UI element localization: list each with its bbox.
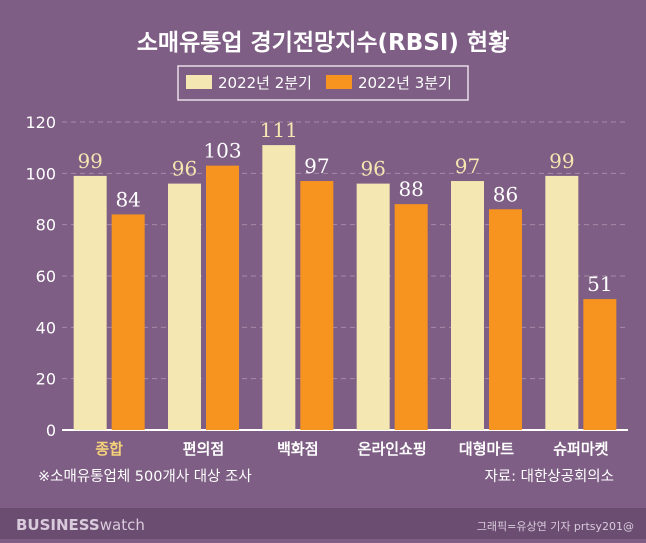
y-tick-label: 100	[25, 164, 56, 183]
footer-svg: BUSINESSwatch 그래픽=유상연 기자 prtsy201@	[16, 516, 634, 534]
y-tick-label: 40	[36, 318, 56, 337]
category-labels: 종합 편의점 백화점 온라인쇼핑 대형마트 슈퍼마켓	[95, 440, 608, 458]
data-label: 103	[203, 139, 241, 163]
brand-light: watch	[100, 516, 145, 534]
bar	[545, 175, 579, 430]
legend-box	[177, 65, 469, 101]
legend-swatch-q2	[186, 75, 212, 89]
data-label: 88	[398, 177, 423, 201]
survey-note: ※소매유통업체 500개사 대상 조사	[38, 468, 252, 485]
data-label: 97	[455, 154, 480, 178]
legend-label-q2: 2022년 2분기	[218, 74, 312, 92]
y-tick-label: 80	[36, 216, 56, 235]
bar	[111, 214, 145, 430]
legend-swatch-q3	[326, 75, 352, 89]
data-label: 99	[549, 149, 574, 173]
bar	[206, 165, 239, 430]
y-tick-label: 120	[25, 113, 56, 132]
legend-label-q3: 2022년 3분기	[358, 74, 452, 92]
bar	[168, 183, 201, 430]
data-label: 84	[115, 187, 140, 211]
category-label: 백화점	[277, 440, 318, 458]
bar	[73, 175, 107, 430]
category-label: 종합	[95, 440, 123, 458]
chart-title: 소매유통업 경기전망지수(RBSI) 현황	[137, 30, 509, 56]
bar	[451, 181, 484, 430]
bar	[489, 209, 522, 430]
bar	[583, 299, 617, 430]
data-label: 86	[493, 182, 518, 206]
category-label: 편의점	[183, 440, 224, 458]
bar	[262, 145, 296, 430]
y-tick-label: 20	[36, 370, 56, 389]
credit-text: 그래픽=유상연 기자 prtsy201@	[477, 520, 634, 533]
legend: 2022년 2분기 2022년 3분기	[177, 65, 469, 101]
bar	[300, 181, 334, 430]
y-tick-label: 60	[36, 267, 56, 286]
bar	[356, 183, 390, 430]
data-label: 96	[172, 157, 197, 181]
data-label: 51	[587, 272, 612, 296]
data-label: 96	[360, 157, 385, 181]
source-note: 자료: 대한상공회의소	[484, 468, 614, 485]
category-label: 온라인쇼핑	[358, 440, 427, 458]
category-label: 슈퍼마켓	[553, 440, 608, 458]
data-label: 111	[260, 118, 298, 142]
data-label: 97	[304, 154, 329, 178]
category-label: 대형마트	[459, 440, 514, 458]
bar	[394, 204, 428, 430]
grid: 0 20 40 60 80 100 120	[25, 113, 628, 440]
y-tick-label: 0	[46, 421, 56, 440]
brand-bold: BUSINESS	[16, 516, 100, 534]
data-label: 99	[77, 149, 102, 173]
footer-bar: BUSINESSwatch 그래픽=유상연 기자 prtsy201@	[0, 508, 646, 539]
bars	[73, 145, 617, 430]
brand-logo: BUSINESSwatch	[16, 516, 145, 534]
